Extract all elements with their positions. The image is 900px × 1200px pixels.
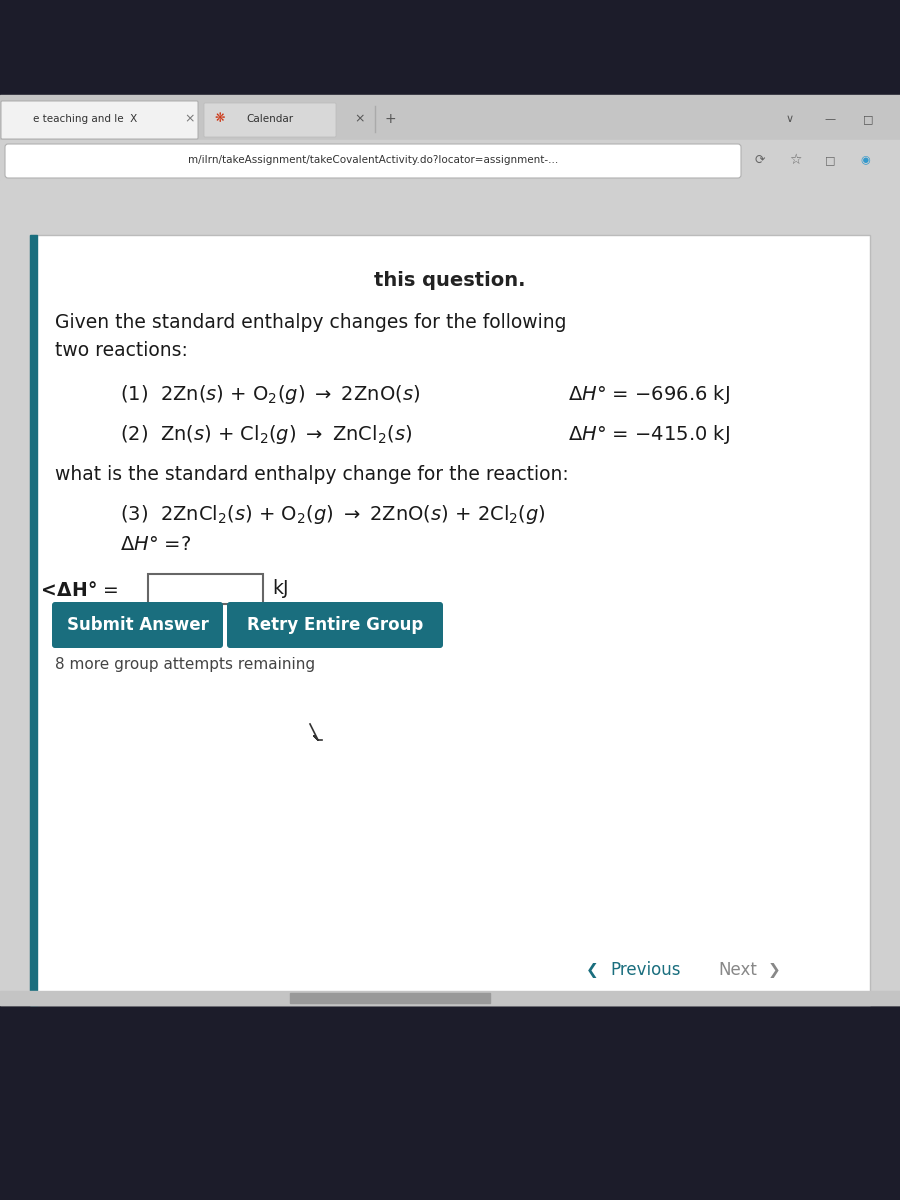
Text: ❮: ❮ bbox=[586, 962, 598, 978]
Text: 8 more group attempts remaining: 8 more group attempts remaining bbox=[55, 658, 315, 672]
Text: $\mathbf{<\!\Delta H°}$ =: $\mathbf{<\!\Delta H°}$ = bbox=[37, 581, 118, 600]
Text: ◉: ◉ bbox=[860, 155, 870, 164]
Bar bbox=[0, 140, 900, 180]
Text: Next: Next bbox=[718, 961, 757, 979]
Bar bbox=[0, 95, 900, 140]
Text: ❋: ❋ bbox=[215, 113, 225, 126]
Bar bbox=[290, 994, 490, 1003]
Text: ☆: ☆ bbox=[788, 152, 801, 167]
Text: ×: × bbox=[184, 113, 195, 126]
Text: Submit Answer: Submit Answer bbox=[68, 616, 209, 634]
Text: ×: × bbox=[355, 113, 365, 126]
Text: ⟳: ⟳ bbox=[755, 154, 765, 167]
Text: Previous: Previous bbox=[610, 961, 680, 979]
Bar bbox=[148, 574, 263, 604]
Text: □: □ bbox=[824, 155, 835, 164]
Text: what is the standard enthalpy change for the reaction:: what is the standard enthalpy change for… bbox=[55, 466, 569, 485]
FancyBboxPatch shape bbox=[204, 103, 336, 137]
Text: +: + bbox=[384, 112, 396, 126]
Text: (2)  Zn$(s)$ + Cl$_2$$(g)$ $\rightarrow$ ZnCl$_2$$(s)$: (2) Zn$(s)$ + Cl$_2$$(g)$ $\rightarrow$ … bbox=[120, 424, 412, 446]
Text: Retry Entire Group: Retry Entire Group bbox=[247, 616, 423, 634]
Text: $\Delta H°$ = $-$696.6 kJ: $\Delta H°$ = $-$696.6 kJ bbox=[568, 384, 730, 407]
Text: this question.: this question. bbox=[374, 270, 526, 289]
FancyBboxPatch shape bbox=[52, 602, 223, 648]
Text: —: — bbox=[824, 114, 835, 124]
Text: e teaching and le  X: e teaching and le X bbox=[33, 114, 137, 124]
Bar bbox=[0, 180, 900, 200]
FancyBboxPatch shape bbox=[5, 144, 741, 178]
Text: □: □ bbox=[863, 114, 873, 124]
Text: Given the standard enthalpy changes for the following: Given the standard enthalpy changes for … bbox=[55, 313, 566, 332]
Text: kJ: kJ bbox=[272, 580, 289, 599]
Text: ❯: ❯ bbox=[768, 962, 780, 978]
Text: m/ilrn/takeAssignment/takeCovalentActivity.do?locator=assignment-...: m/ilrn/takeAssignment/takeCovalentActivi… bbox=[188, 155, 558, 164]
FancyBboxPatch shape bbox=[227, 602, 443, 648]
FancyBboxPatch shape bbox=[30, 235, 870, 1006]
Text: (3)  2ZnCl$_2$$(s)$ + O$_2$$(g)$ $\rightarrow$ 2ZnO$(s)$ + 2Cl$_2$$(g)$: (3) 2ZnCl$_2$$(s)$ + O$_2$$(g)$ $\righta… bbox=[120, 504, 545, 527]
Text: $\Delta H°$ =?: $\Delta H°$ =? bbox=[120, 535, 192, 554]
Bar bbox=[0, 991, 900, 1006]
Text: two reactions:: two reactions: bbox=[55, 341, 188, 360]
Bar bbox=[30, 235, 37, 1006]
FancyBboxPatch shape bbox=[1, 101, 198, 139]
Bar bbox=[0, 180, 900, 1006]
Bar bbox=[0, 0, 900, 100]
Text: $\Delta H°$ = $-$415.0 kJ: $\Delta H°$ = $-$415.0 kJ bbox=[568, 424, 730, 446]
Text: ∨: ∨ bbox=[786, 114, 794, 124]
Text: (1)  2Zn$(s)$ + O$_2$$(g)$ $\rightarrow$ 2ZnO$(s)$: (1) 2Zn$(s)$ + O$_2$$(g)$ $\rightarrow$ … bbox=[120, 384, 420, 407]
Text: Calendar: Calendar bbox=[247, 114, 293, 124]
